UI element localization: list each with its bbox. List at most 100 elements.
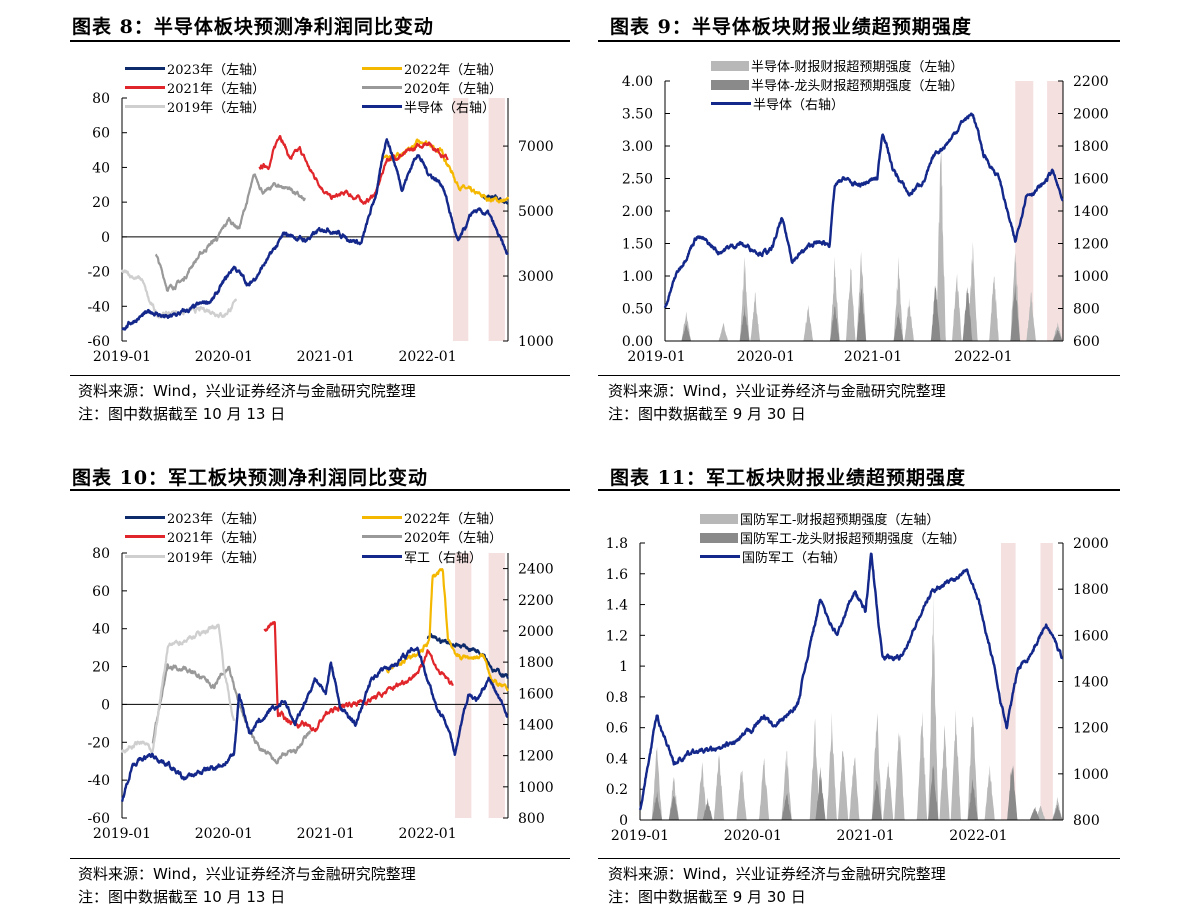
x-tick-label: 2022-01 bbox=[954, 349, 1012, 365]
legend-2020: 2020年（左轴） bbox=[362, 78, 502, 97]
left-tick-label: -60 bbox=[87, 811, 110, 827]
divider bbox=[598, 375, 1120, 376]
right-tick-label: 2000 bbox=[1073, 536, 1109, 552]
right-tick-label: 2000 bbox=[1073, 107, 1109, 123]
highlight-band bbox=[488, 553, 505, 818]
bar-series bbox=[640, 764, 1063, 820]
legend-2023: 2023年（左轴） bbox=[125, 59, 265, 78]
bar-series bbox=[665, 283, 1063, 341]
left-tick-label: 0.4 bbox=[606, 751, 628, 767]
left-tick-label: 1.6 bbox=[606, 567, 628, 583]
x-tick-label: 2021-01 bbox=[844, 349, 902, 365]
legend-bar-light: 半导体-财报财报超预期强度（左轴） bbox=[711, 56, 963, 75]
right-tick-label: 1200 bbox=[1073, 237, 1109, 253]
left-tick-label: 3.50 bbox=[622, 107, 653, 123]
highlight-band bbox=[488, 98, 505, 341]
left-tick-label: 60 bbox=[92, 126, 110, 142]
x-tick-label: 2019-01 bbox=[93, 826, 151, 842]
right-tick-label: 5000 bbox=[518, 204, 554, 220]
series-line bbox=[121, 623, 236, 754]
legend-bar-dark: 国防军工-龙头财报超预期强度（左轴） bbox=[700, 528, 965, 547]
divider bbox=[598, 40, 1120, 42]
left-tick-label: 40 bbox=[92, 622, 110, 638]
right-tick-label: 2200 bbox=[1073, 74, 1109, 90]
divider bbox=[598, 858, 1120, 859]
right-tick-label: 1800 bbox=[518, 655, 554, 671]
left-tick-label: 2.50 bbox=[622, 172, 653, 188]
bar-series bbox=[640, 594, 1063, 820]
left-tick-label: 40 bbox=[92, 160, 110, 176]
bar-series bbox=[665, 143, 1063, 341]
right-tick-label: 800 bbox=[518, 811, 545, 827]
highlight-band bbox=[453, 98, 469, 341]
right-tick-label: 1000 bbox=[518, 780, 554, 796]
right-tick-label: 1600 bbox=[1073, 628, 1109, 644]
left-tick-label: 1.8 bbox=[606, 536, 628, 552]
highlight-band bbox=[1047, 81, 1063, 341]
x-tick-label: 2020-01 bbox=[724, 828, 782, 844]
left-tick-label: -20 bbox=[87, 265, 110, 281]
series-line bbox=[120, 646, 509, 803]
right-tick-label: 1000 bbox=[518, 334, 554, 350]
divider bbox=[70, 858, 570, 859]
date-note: 注：图中数据截至 10 月 13 日 bbox=[78, 888, 286, 906]
highlight-band bbox=[455, 553, 472, 818]
highlight-band bbox=[1040, 543, 1053, 820]
highlight-band bbox=[1000, 543, 1016, 820]
divider bbox=[70, 489, 570, 491]
divider bbox=[70, 375, 570, 376]
series-line bbox=[121, 269, 238, 319]
right-tick-label: 1400 bbox=[518, 717, 554, 733]
series-line bbox=[258, 135, 449, 205]
series-line bbox=[663, 112, 1064, 309]
legend-2022: 2022年（左轴） bbox=[362, 508, 502, 527]
x-tick-label: 2019-01 bbox=[93, 349, 151, 365]
left-tick-label: 80 bbox=[92, 91, 110, 107]
right-tick-label: 1400 bbox=[1073, 204, 1109, 220]
left-tick-label: -40 bbox=[87, 773, 110, 789]
legend-2021: 2021年（左轴） bbox=[125, 527, 265, 546]
highlight-band bbox=[1015, 81, 1034, 341]
right-tick-label: 3000 bbox=[518, 269, 554, 285]
left-tick-label: 3.00 bbox=[622, 139, 653, 155]
right-tick-label: 1200 bbox=[1073, 721, 1109, 737]
right-tick-label: 600 bbox=[1073, 334, 1100, 350]
divider bbox=[70, 40, 570, 42]
series-line bbox=[154, 173, 306, 292]
chart-10-title: 图表 10：军工板块预测净利润同比变动 bbox=[72, 467, 429, 489]
series-line bbox=[426, 632, 509, 679]
right-tick-label: 2000 bbox=[518, 624, 554, 640]
left-tick-label: 0.50 bbox=[622, 302, 653, 318]
series-line bbox=[385, 568, 509, 692]
chart-11: 0 0.2 0.4 0.6 0.8 1 1.2 1.4 1.6 1.8 800 1000 1200 140… bbox=[606, 536, 1109, 844]
legend-index: 国防军工（右轴） bbox=[700, 547, 846, 566]
left-tick-label: 20 bbox=[92, 195, 110, 211]
x-tick-label: 2021-01 bbox=[297, 349, 355, 365]
left-tick-label: 1.50 bbox=[622, 237, 653, 253]
left-tick-label: 1.4 bbox=[606, 598, 628, 614]
right-tick-label: 1600 bbox=[518, 686, 554, 702]
series-line bbox=[380, 138, 510, 204]
x-tick-label: 2019-01 bbox=[611, 828, 669, 844]
left-tick-label: -40 bbox=[87, 299, 110, 315]
x-tick-label: 2020-01 bbox=[737, 349, 795, 365]
x-tick-label: 2022-01 bbox=[398, 349, 456, 365]
date-note: 注：图中数据截至 9 月 30 日 bbox=[608, 405, 806, 423]
left-tick-label: 0.00 bbox=[622, 334, 653, 350]
left-tick-label: 2.00 bbox=[622, 204, 653, 220]
left-tick-label: 0 bbox=[619, 813, 628, 829]
right-tick-label: 1600 bbox=[1073, 172, 1109, 188]
legend-2022: 2022年（左轴） bbox=[362, 59, 502, 78]
chart-8-title: 图表 8：半导体板块预测净利润同比变动 bbox=[72, 16, 434, 38]
chart-9: 0.00 0.50 1.00 1.50 2.00 2.50 3.00 3.50 4.00 600 8… bbox=[622, 74, 1109, 365]
legend-2019: 2019年（左轴） bbox=[125, 547, 265, 566]
left-tick-label: 80 bbox=[92, 546, 110, 562]
legend-bar-dark: 半导体-龙头财报超预期强度（左轴） bbox=[711, 75, 963, 94]
source-note: 资料来源：Wind，兴业证券经济与金融研究院整理 bbox=[608, 865, 946, 883]
right-tick-label: 1000 bbox=[1073, 767, 1109, 783]
series-line bbox=[482, 194, 509, 205]
right-tick-label: 1400 bbox=[1073, 675, 1109, 691]
source-note: 资料来源：Wind，兴业证券经济与金融研究院整理 bbox=[608, 382, 946, 400]
divider bbox=[598, 489, 1120, 491]
right-tick-label: 800 bbox=[1073, 813, 1100, 829]
